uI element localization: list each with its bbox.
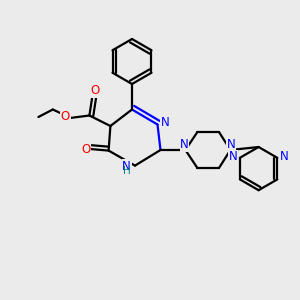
Text: N: N <box>280 150 288 164</box>
Text: N: N <box>122 160 131 173</box>
Text: O: O <box>91 84 100 97</box>
Text: O: O <box>61 110 70 124</box>
Text: H: H <box>123 166 130 176</box>
Text: N: N <box>229 150 238 164</box>
Text: N: N <box>180 138 189 151</box>
Text: O: O <box>81 142 90 156</box>
Text: N: N <box>227 138 236 151</box>
Text: N: N <box>160 116 169 130</box>
